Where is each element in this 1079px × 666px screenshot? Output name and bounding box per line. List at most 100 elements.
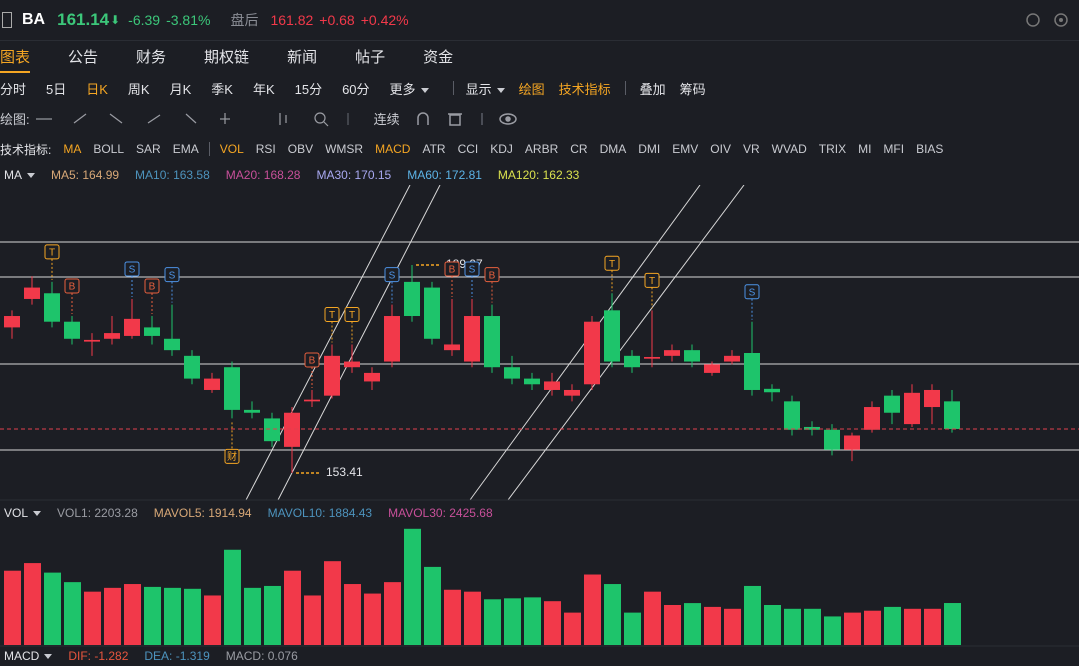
indicator[interactable]: MACD xyxy=(375,142,411,156)
continuous[interactable]: 连续 xyxy=(373,112,400,127)
after-pct: +0.42% xyxy=(360,12,409,28)
volume-bar xyxy=(464,591,481,645)
indicator[interactable]: MI xyxy=(858,142,872,156)
candle-body xyxy=(224,367,240,410)
period[interactable]: 60分 xyxy=(342,81,370,97)
menu-arrow xyxy=(44,654,53,660)
candle-body xyxy=(684,350,700,362)
period[interactable]: 15分 xyxy=(294,81,323,97)
indicator[interactable]: RSI xyxy=(255,142,276,156)
period[interactable]: 更多 xyxy=(390,79,429,98)
indicator[interactable]: EMV xyxy=(672,142,699,156)
change-pct: -3.81% xyxy=(166,12,211,28)
tab[interactable]: 公告 xyxy=(68,48,99,66)
candle-body xyxy=(644,356,660,359)
toolbar-item[interactable]: 叠加 xyxy=(639,81,666,97)
candle-body xyxy=(104,333,120,339)
indicator[interactable]: TRIX xyxy=(818,142,847,156)
period[interactable]: 季K xyxy=(211,81,233,97)
after-hours-label: 盘后 xyxy=(230,12,259,28)
volume-bar xyxy=(564,612,581,645)
tab[interactable]: 财务 xyxy=(136,48,167,66)
marker-badge xyxy=(484,267,500,283)
indicator[interactable]: BIAS xyxy=(916,142,944,156)
indicator[interactable]: EMA xyxy=(172,142,199,156)
separator xyxy=(208,142,210,156)
marker-badge xyxy=(44,244,60,260)
after-change: +0.68 xyxy=(319,12,355,28)
marker-label: T xyxy=(349,310,355,321)
tabs: 图表 公告 财务 期权链 新闻 帖子 资金 xyxy=(0,40,1079,73)
marker-label: T xyxy=(609,259,615,270)
volume-bar xyxy=(224,549,241,645)
indicator[interactable]: SAR xyxy=(136,142,161,156)
volume-bar xyxy=(444,589,461,645)
indicator[interactable]: MA xyxy=(63,142,82,156)
volume-bar xyxy=(244,587,261,645)
indicator[interactable]: WVAD xyxy=(771,142,807,156)
period[interactable]: 周K xyxy=(127,81,150,97)
toolbar-item[interactable]: 筹码 xyxy=(679,81,706,97)
symbol: BA xyxy=(22,11,46,28)
legend-name[interactable]: VOL xyxy=(4,506,42,520)
period[interactable]: 分时 xyxy=(0,81,27,97)
toolbar-item[interactable]: 显示 xyxy=(466,79,505,98)
indicator[interactable]: DMI xyxy=(638,142,661,156)
volume-bar xyxy=(664,604,681,645)
candle-body xyxy=(264,418,280,442)
indicator[interactable]: CR xyxy=(570,142,588,156)
toolbar-item[interactable]: 技术指标 xyxy=(558,81,611,97)
vol-legend: VOL VOL1: 2203.28 MAVOL5: 1914.94 MAVOL10: … xyxy=(0,503,1079,523)
indicator[interactable]: KDJ xyxy=(490,142,513,156)
volume-bar xyxy=(284,570,301,645)
tab[interactable]: 期权链 xyxy=(204,48,250,66)
period[interactable]: 日K xyxy=(86,81,108,97)
tab[interactable]: 新闻 xyxy=(287,48,318,66)
indicator[interactable]: ATR xyxy=(422,142,446,156)
tab[interactable]: 资金 xyxy=(423,48,454,66)
candle-body xyxy=(84,339,100,342)
indicator[interactable]: OIV xyxy=(710,142,731,156)
volume-bar xyxy=(944,603,961,645)
marker-badge xyxy=(64,278,80,294)
draw-icons[interactable] xyxy=(30,109,360,129)
period[interactable]: 5日 xyxy=(46,81,67,97)
indicator[interactable]: OBV xyxy=(287,142,314,156)
menu-arrow xyxy=(496,87,505,93)
tab[interactable]: 图表 xyxy=(0,40,31,73)
candle-body xyxy=(184,355,200,379)
period[interactable]: 月K xyxy=(169,81,192,97)
header-icons[interactable] xyxy=(1023,10,1073,30)
indicator[interactable]: BOLL xyxy=(93,142,125,156)
indicator[interactable]: DMA xyxy=(599,142,627,156)
indicator[interactable]: VOL xyxy=(219,142,244,156)
candle-body xyxy=(304,399,320,402)
indicator[interactable]: MFI xyxy=(883,142,905,156)
period[interactable]: 年K xyxy=(252,81,275,97)
legend-item: DIF: -1.282 xyxy=(68,649,129,663)
tab[interactable]: 帖子 xyxy=(355,48,386,66)
candle-body xyxy=(444,344,460,351)
candle-body xyxy=(844,435,860,450)
legend-item: MA10: 163.58 xyxy=(135,168,210,182)
draw-icons-2[interactable] xyxy=(400,109,530,129)
marker-label: T xyxy=(49,248,55,259)
indicator[interactable]: WMSR xyxy=(325,142,364,156)
indicator[interactable]: CCI xyxy=(457,142,479,156)
marker-badge xyxy=(384,267,400,283)
candle-body xyxy=(64,321,80,339)
volume-bar xyxy=(924,608,941,645)
toolbar-item[interactable]: 绘图 xyxy=(518,81,545,97)
marker-label: T xyxy=(329,310,335,321)
volume-bar xyxy=(864,610,881,645)
legend-name[interactable]: MA xyxy=(4,168,35,182)
candle-body xyxy=(464,316,480,362)
indicator[interactable]: ARBR xyxy=(524,142,559,156)
icon[interactable] xyxy=(2,12,12,28)
marker-badge xyxy=(464,261,480,277)
marker-badge xyxy=(324,306,340,322)
indicator[interactable]: VR xyxy=(742,142,760,156)
legend-name[interactable]: MACD xyxy=(4,649,53,663)
